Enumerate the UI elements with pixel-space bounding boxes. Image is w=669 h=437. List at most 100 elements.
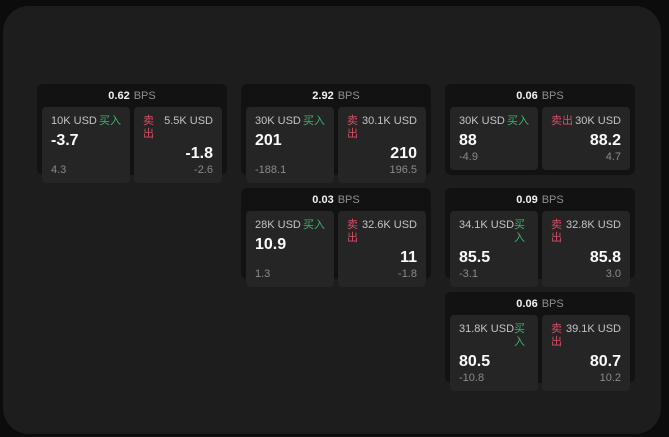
card-header: 0.06 BPS bbox=[445, 292, 635, 315]
sell-amount: 32.6K USD bbox=[361, 219, 417, 231]
quote-grid: 0.62 BPS 10K USD 买入 -3.7 4.3 卖出 5.5K USD bbox=[37, 84, 635, 391]
sell-label: 卖出 bbox=[551, 323, 562, 348]
sell-amount: 32.8K USD bbox=[565, 219, 621, 231]
buy-panel[interactable]: 30K USD 买入 201 -188.1 bbox=[246, 107, 334, 183]
buy-label: 买入 bbox=[99, 115, 121, 127]
buy-label: 买入 bbox=[507, 115, 529, 127]
quote-panels: 34.1K USD 买入 85.5 -3.1 卖出 32.8K USD 85.8… bbox=[450, 211, 630, 287]
sell-change: 4.7 bbox=[605, 151, 621, 163]
sell-panel-header: 卖出 39.1K USD bbox=[551, 323, 621, 349]
card-header: 2.92 BPS bbox=[241, 84, 431, 107]
buy-panel[interactable]: 30K USD 买入 88 -4.9 bbox=[450, 107, 538, 170]
card-header: 0.09 BPS bbox=[445, 188, 635, 211]
buy-panel[interactable]: 10K USD 买入 -3.7 4.3 bbox=[42, 107, 130, 183]
quote-card: 0.03 BPS 28K USD 买入 10.9 1.3 卖出 32.6K US… bbox=[241, 188, 431, 287]
card-header: 0.62 BPS bbox=[37, 84, 227, 107]
buy-amount: 28K USD bbox=[255, 219, 301, 231]
sell-panel[interactable]: 卖出 30.1K USD 210 196.5 bbox=[338, 107, 426, 183]
quote-panels: 31.8K USD 买入 80.5 -10.8 卖出 39.1K USD 80.… bbox=[450, 315, 630, 391]
buy-change: -4.9 bbox=[459, 151, 478, 163]
buy-amount: 34.1K USD bbox=[459, 219, 515, 231]
sell-panel-header: 卖出 5.5K USD bbox=[143, 115, 213, 141]
buy-price: 10.9 bbox=[255, 236, 287, 253]
sell-panel[interactable]: 卖出 39.1K USD 80.7 10.2 bbox=[542, 315, 630, 391]
sell-amount: 5.5K USD bbox=[164, 115, 213, 127]
buy-amount: 30K USD bbox=[459, 115, 505, 127]
card-header: 0.06 BPS bbox=[445, 84, 635, 107]
quote-panels: 30K USD 买入 88 -4.9 卖出 30K USD 88.2 4.7 bbox=[450, 107, 630, 170]
buy-panel-header: 31.8K USD 买入 bbox=[459, 323, 529, 349]
sell-panel-header: 卖出 32.6K USD bbox=[347, 219, 417, 245]
sell-price: 85.8 bbox=[589, 249, 621, 266]
card-header: 0.03 BPS bbox=[241, 188, 431, 211]
bps-unit-label: BPS bbox=[541, 193, 564, 206]
sell-panel[interactable]: 卖出 32.8K USD 85.8 3.0 bbox=[542, 211, 630, 287]
buy-panel-header: 30K USD 买入 bbox=[459, 115, 529, 128]
quote-panels: 28K USD 买入 10.9 1.3 卖出 32.6K USD 11 -1.8 bbox=[246, 211, 426, 287]
buy-label: 买入 bbox=[514, 323, 526, 348]
sell-label: 卖出 bbox=[347, 219, 358, 244]
sell-label: 卖出 bbox=[551, 219, 562, 244]
sell-amount: 30.1K USD bbox=[361, 115, 417, 127]
bps-unit-label: BPS bbox=[337, 193, 360, 206]
quote-panels: 30K USD 买入 201 -188.1 卖出 30.1K USD 210 1… bbox=[246, 107, 426, 183]
sell-price: 210 bbox=[390, 145, 417, 162]
sell-panel[interactable]: 卖出 5.5K USD -1.8 -2.6 bbox=[134, 107, 222, 183]
buy-panel-header: 34.1K USD 买入 bbox=[459, 219, 529, 245]
quote-card: 2.92 BPS 30K USD 买入 201 -188.1 卖出 30.1K … bbox=[241, 84, 431, 183]
bps-value: 0.09 bbox=[516, 193, 538, 206]
buy-label: 买入 bbox=[303, 219, 325, 231]
bps-unit-label: BPS bbox=[337, 89, 360, 102]
quote-card: 0.06 BPS 31.8K USD 买入 80.5 -10.8 卖出 39.1… bbox=[445, 292, 635, 391]
buy-panel[interactable]: 34.1K USD 买入 85.5 -3.1 bbox=[450, 211, 538, 287]
buy-price: 85.5 bbox=[459, 249, 491, 266]
bps-unit-label: BPS bbox=[541, 297, 564, 310]
sell-change: -1.8 bbox=[398, 268, 417, 280]
sell-amount: 39.1K USD bbox=[565, 323, 621, 335]
buy-price: 88 bbox=[459, 132, 477, 149]
sell-change: 3.0 bbox=[605, 268, 621, 280]
sell-label: 卖出 bbox=[347, 115, 358, 140]
quote-card: 0.06 BPS 30K USD 买入 88 -4.9 卖出 30K USD bbox=[445, 84, 635, 175]
sell-panel[interactable]: 卖出 30K USD 88.2 4.7 bbox=[542, 107, 630, 170]
buy-change: -10.8 bbox=[459, 372, 485, 384]
sell-panel-header: 卖出 32.8K USD bbox=[551, 219, 621, 245]
buy-change: -3.1 bbox=[459, 268, 478, 280]
buy-price: -3.7 bbox=[51, 132, 79, 149]
bps-value: 2.92 bbox=[312, 89, 334, 102]
bps-value: 0.62 bbox=[108, 89, 130, 102]
sell-price: 88.2 bbox=[589, 132, 621, 149]
buy-panel[interactable]: 31.8K USD 买入 80.5 -10.8 bbox=[450, 315, 538, 391]
sell-change: -2.6 bbox=[194, 164, 213, 176]
quote-card: 0.09 BPS 34.1K USD 买入 85.5 -3.1 卖出 32.8K… bbox=[445, 188, 635, 287]
sell-label: 卖出 bbox=[143, 115, 154, 140]
buy-panel-header: 28K USD 买入 bbox=[255, 219, 325, 232]
buy-change: 1.3 bbox=[255, 268, 271, 280]
buy-amount: 31.8K USD bbox=[459, 323, 515, 335]
quote-card: 0.62 BPS 10K USD 买入 -3.7 4.3 卖出 5.5K USD bbox=[37, 84, 227, 183]
buy-amount: 30K USD bbox=[255, 115, 301, 127]
bps-value: 0.03 bbox=[312, 193, 334, 206]
sell-panel[interactable]: 卖出 32.6K USD 11 -1.8 bbox=[338, 211, 426, 287]
bps-unit-label: BPS bbox=[133, 89, 156, 102]
sell-change: 196.5 bbox=[389, 164, 417, 176]
sell-panel-header: 卖出 30.1K USD bbox=[347, 115, 417, 141]
buy-label: 买入 bbox=[303, 115, 325, 127]
buy-label: 买入 bbox=[514, 219, 526, 244]
buy-change: 4.3 bbox=[51, 164, 67, 176]
sell-amount: 30K USD bbox=[575, 115, 621, 127]
buy-price: 80.5 bbox=[459, 353, 491, 370]
sell-price: -1.8 bbox=[185, 145, 213, 162]
bps-unit-label: BPS bbox=[541, 89, 564, 102]
sell-panel-header: 卖出 30K USD bbox=[551, 115, 621, 128]
buy-amount: 10K USD bbox=[51, 115, 97, 127]
bps-value: 0.06 bbox=[516, 297, 538, 310]
bps-value: 0.06 bbox=[516, 89, 538, 102]
buy-panel[interactable]: 28K USD 买入 10.9 1.3 bbox=[246, 211, 334, 287]
buy-price: 201 bbox=[255, 132, 282, 149]
sell-price: 11 bbox=[400, 249, 417, 266]
buy-panel-header: 30K USD 买入 bbox=[255, 115, 325, 128]
sell-change: 10.2 bbox=[599, 372, 621, 384]
sell-price: 80.7 bbox=[589, 353, 621, 370]
buy-change: -188.1 bbox=[255, 164, 287, 176]
